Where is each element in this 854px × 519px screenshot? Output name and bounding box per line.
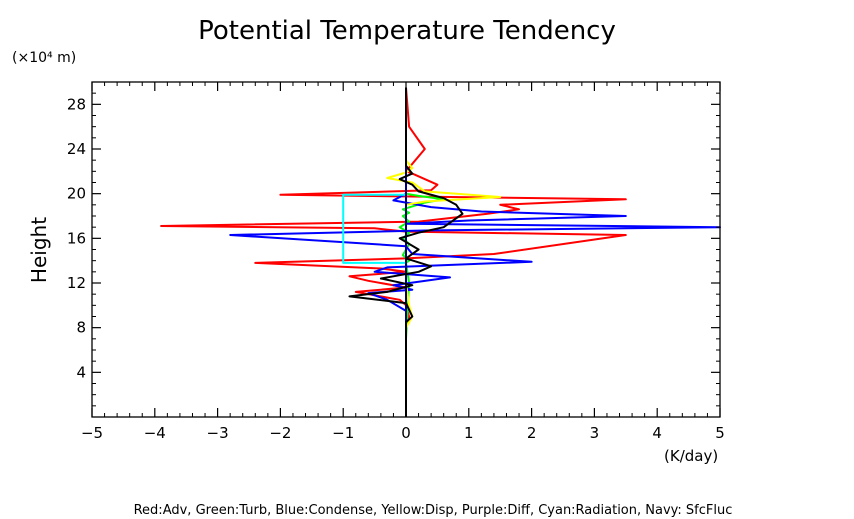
y-tick-label: 24 — [67, 140, 86, 158]
series-line-adv — [160, 87, 627, 417]
x-tick-label: 3 — [590, 424, 600, 442]
x-tick-label: 4 — [652, 424, 662, 442]
y-tick-label: 4 — [76, 363, 86, 381]
x-unit-label: (K/day) — [664, 447, 718, 465]
y-tick-label: 8 — [76, 319, 86, 337]
x-tick-label: −2 — [269, 424, 291, 442]
y-unit-label: (×10⁴ m) — [12, 50, 76, 66]
x-tick-label: −1 — [332, 424, 354, 442]
series-layer — [160, 87, 721, 417]
chart-title: Potential Temperature Tendency — [198, 16, 616, 46]
x-tick-label: 1 — [464, 424, 474, 442]
y-tick-label: 28 — [67, 95, 86, 113]
x-tick-label: 0 — [401, 424, 411, 442]
legend-text: Red:Adv, Green:Turb, Blue:Condense, Yell… — [134, 503, 733, 518]
plot-frame — [91, 81, 721, 418]
series-line-total — [348, 87, 464, 417]
x-tick-label: −5 — [81, 424, 103, 442]
series-line-radiation — [342, 87, 407, 417]
x-tick-label: −4 — [144, 424, 166, 442]
x-tick-label: −3 — [207, 424, 229, 442]
y-tick-label: 20 — [67, 185, 86, 203]
series-line-condense — [229, 87, 721, 417]
y-tick-label: 16 — [67, 229, 86, 247]
y-tick-label: 12 — [67, 274, 86, 292]
x-tick-label: 5 — [715, 424, 725, 442]
y-axis-label: Height — [27, 217, 51, 283]
x-tick-label: 2 — [527, 424, 537, 442]
